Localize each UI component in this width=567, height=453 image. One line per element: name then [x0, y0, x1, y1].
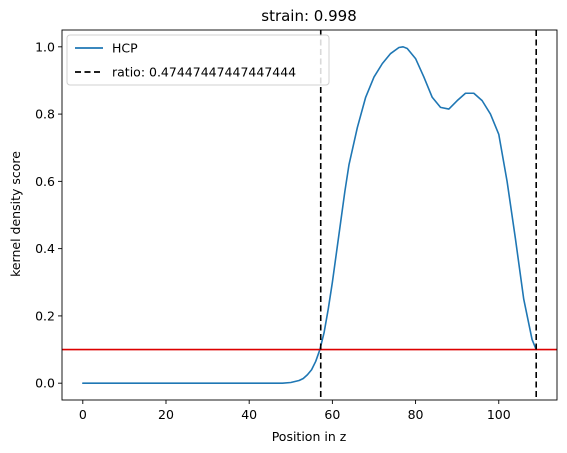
x-tick-label: 20	[158, 407, 174, 422]
y-tick-label: 0.2	[35, 308, 55, 323]
chart-title: strain: 0.998	[261, 7, 357, 25]
legend-box	[66, 34, 330, 86]
x-tick-label: 40	[241, 407, 257, 422]
axes: 0 20 40 60 80 100 0.0 0.2 0.4 0.6 0.8 1.0	[35, 29, 558, 422]
y-tick-label: 1.0	[35, 39, 55, 54]
y-axis-label: kernel density score	[8, 151, 23, 277]
y-tick-label: 0.6	[35, 174, 55, 189]
x-tick-label: 0	[79, 407, 87, 422]
x-axis-label: Position in z	[272, 429, 347, 444]
legend: HCP ratio: 0.47447447447447444	[66, 34, 330, 86]
x-tick-label: 60	[324, 407, 340, 422]
y-tick-label: 0.4	[35, 241, 55, 256]
legend-entry-label: HCP	[112, 41, 138, 56]
y-tick-label: 0.8	[35, 107, 55, 122]
series-line-hcp	[82, 46, 538, 384]
plot-clip-group	[62, 30, 557, 400]
y-tick-label: 0.0	[35, 376, 55, 391]
x-tick-label: 80	[408, 407, 424, 422]
x-tick-label: 100	[487, 407, 511, 422]
plot-area	[62, 30, 557, 400]
legend-entry-label: ratio: 0.47447447447447444	[112, 65, 296, 80]
axes-frame	[61, 29, 558, 401]
